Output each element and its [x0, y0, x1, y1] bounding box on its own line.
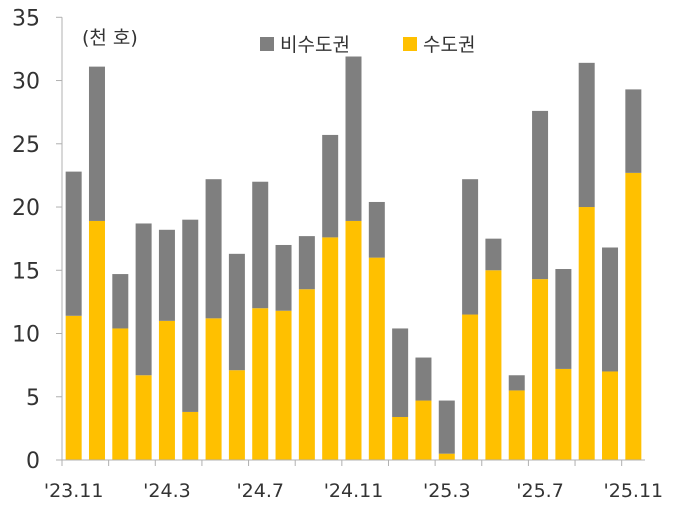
- legend-label-capital: 수도권: [423, 34, 475, 56]
- bar-segment-capital: [602, 371, 619, 460]
- x-tick-label: '24.11: [324, 480, 384, 502]
- bar-segment-non-capital: [485, 238, 502, 271]
- bar-segment-non-capital: [182, 219, 199, 412]
- bar-segment-capital: [88, 220, 105, 460]
- bar-segment-capital: [508, 390, 525, 460]
- bar-segment-non-capital: [625, 89, 642, 173]
- bar-segment-non-capital: [438, 400, 455, 454]
- bar-segment-non-capital: [298, 236, 315, 290]
- bar-segment-capital: [345, 220, 362, 460]
- bar-segment-non-capital: [368, 201, 385, 258]
- y-axis: 0 5 10 15 20 25 30 35: [12, 6, 63, 474]
- bar-segment-capital: [158, 320, 175, 460]
- bar-segment-capital: [135, 375, 152, 460]
- x-tick-label: '23.11: [44, 480, 104, 502]
- bar-segment-capital: [485, 270, 502, 460]
- bar-segment-non-capital: [158, 229, 175, 321]
- y-tick-label: 10: [12, 323, 40, 348]
- x-axis: '23.11 '24.3 '24.7 '24.11 '25.3 '25.7 '25.11: [44, 459, 664, 502]
- bar-segment-capital: [392, 416, 409, 460]
- x-tick-label: '24.7: [236, 480, 284, 502]
- x-tick-label: '25.3: [423, 480, 471, 502]
- bar-segment-capital: [112, 328, 129, 460]
- x-tick-label: '25.7: [516, 480, 564, 502]
- bar-segment-non-capital: [555, 269, 572, 369]
- bar-segment-capital: [65, 315, 82, 460]
- bar-segment-non-capital: [252, 181, 269, 309]
- bar-segment-capital: [532, 279, 549, 460]
- y-tick-label: 0: [26, 449, 40, 474]
- bar-segment-non-capital: [532, 110, 549, 280]
- bars: [65, 56, 642, 460]
- legend-label-non-capital: 비수도권: [280, 34, 350, 56]
- bar-segment-capital: [438, 453, 455, 460]
- bar-segment-capital: [275, 310, 292, 460]
- y-tick-label: 35: [12, 6, 40, 31]
- bar-segment-non-capital: [602, 247, 619, 372]
- bar-segment-non-capital: [345, 56, 362, 221]
- bar-segment-non-capital: [578, 62, 595, 208]
- bar-segment-capital: [578, 207, 595, 460]
- bar-segment-non-capital: [228, 253, 245, 371]
- bar-segment-capital: [555, 368, 572, 460]
- bar-segment-non-capital: [462, 179, 479, 315]
- bar-segment-capital: [322, 237, 339, 460]
- legend-swatch-capital: [403, 37, 417, 51]
- bar-segment-capital: [625, 172, 642, 460]
- bar-segment-capital: [228, 370, 245, 460]
- bar-segment-capital: [462, 314, 479, 460]
- bar-segment-capital: [182, 411, 199, 460]
- unit-label: (천 호): [82, 27, 138, 49]
- x-tick-label: '25.11: [604, 480, 664, 502]
- bar-segment-non-capital: [205, 179, 222, 319]
- bar-segment-non-capital: [508, 375, 525, 391]
- y-tick-label: 20: [12, 196, 40, 221]
- bar-segment-capital: [205, 318, 222, 460]
- bar-segment-non-capital: [65, 171, 82, 316]
- bar-segment-capital: [252, 308, 269, 460]
- bar-segment-non-capital: [135, 223, 152, 376]
- bar-segment-capital: [368, 257, 385, 460]
- bar-segment-non-capital: [392, 328, 409, 417]
- bar-segment-non-capital: [275, 244, 292, 311]
- y-tick-label: 5: [26, 386, 40, 411]
- bar-segment-non-capital: [415, 357, 432, 401]
- bar-segment-non-capital: [88, 66, 105, 221]
- legend-swatch-non-capital: [260, 37, 274, 51]
- bar-segment-capital: [415, 400, 432, 460]
- bar-segment-non-capital: [112, 274, 129, 329]
- bar-segment-capital: [298, 289, 315, 460]
- y-tick-label: 15: [12, 259, 40, 284]
- bar-segment-non-capital: [322, 134, 339, 238]
- y-tick-label: 30: [12, 70, 40, 95]
- x-tick-label: '24.3: [143, 480, 191, 502]
- legend: 비수도권 수도권: [260, 34, 475, 56]
- y-tick-label: 25: [12, 133, 40, 158]
